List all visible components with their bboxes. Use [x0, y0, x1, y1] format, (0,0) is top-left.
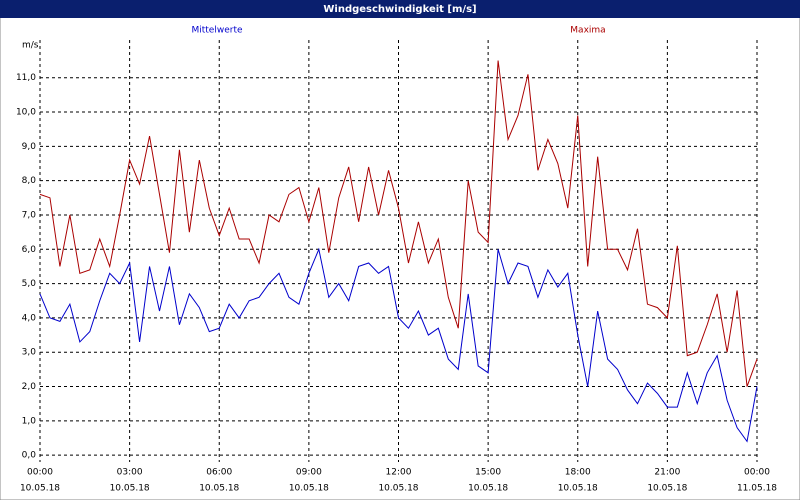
y-tick-label: 7,0: [22, 210, 37, 220]
y-tick-label: 8,0: [22, 176, 37, 186]
x-tick-date: 11.05.18: [737, 484, 777, 494]
y-tick-label: 11,0: [16, 73, 36, 83]
legend-entry: Maxima: [570, 26, 605, 36]
x-tick-label: 15:00: [475, 468, 501, 478]
y-tick-label: 0,0: [22, 451, 37, 461]
y-tick-label: 2,0: [22, 382, 37, 392]
x-tick-date: 10.05.18: [20, 484, 60, 494]
x-tick-label: 00:00: [27, 468, 53, 478]
x-tick-date: 10.05.18: [468, 484, 508, 494]
x-tick-date: 10.05.18: [558, 484, 598, 494]
y-tick-label: 9,0: [22, 142, 37, 152]
x-tick-label: 12:00: [386, 468, 412, 478]
y-tick-label: 4,0: [22, 313, 37, 323]
x-tick-date: 10.05.18: [289, 484, 329, 494]
x-tick-date: 10.05.18: [378, 484, 418, 494]
x-tick-date: 10.05.18: [199, 484, 239, 494]
y-tick-label: 6,0: [22, 245, 37, 255]
title-bar: [0, 0, 800, 18]
x-tick-label: 21:00: [654, 468, 680, 478]
y-tick-label: 1,0: [22, 416, 37, 426]
y-tick-label: 3,0: [22, 348, 37, 358]
legend-entry: Mittelwerte: [191, 26, 242, 36]
x-tick-label: 00:00: [744, 468, 770, 478]
y-tick-label: 10,0: [16, 108, 36, 118]
x-tick-date: 10.05.18: [647, 484, 687, 494]
x-tick-date: 10.05.18: [110, 484, 150, 494]
y-axis-label: m/s: [22, 41, 39, 51]
x-tick-label: 06:00: [206, 468, 232, 478]
data-line: [39, 247, 758, 443]
chart-title: Windgeschwindigkeit [m/s]: [323, 4, 476, 15]
data-line: [39, 60, 758, 387]
y-tick-label: 5,0: [22, 279, 37, 289]
x-tick-label: 03:00: [117, 468, 143, 478]
x-tick-label: 18:00: [565, 468, 591, 478]
x-tick-label: 09:00: [296, 468, 322, 478]
